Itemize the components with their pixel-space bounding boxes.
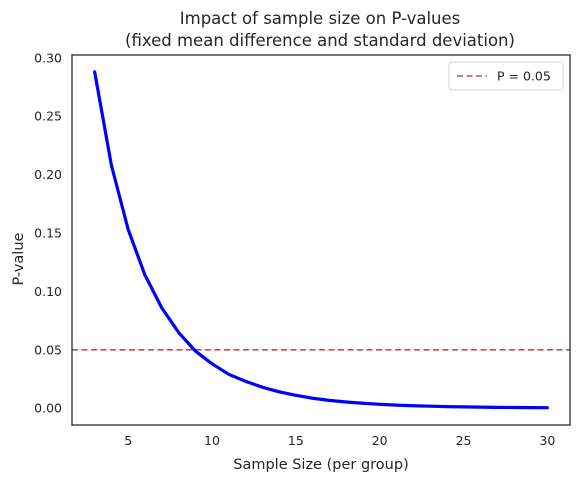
y-tick-label: 0.25 bbox=[34, 109, 62, 124]
y-tick-label: 0.30 bbox=[34, 50, 62, 65]
y-axis-label: P-value bbox=[11, 232, 27, 285]
y-tick-label: 0.05 bbox=[34, 342, 62, 357]
x-tick-label: 10 bbox=[204, 433, 220, 448]
x-tick-label: 30 bbox=[539, 433, 555, 448]
plot-area: 5 10 15 20 25 30 0.00 0.05 0.10 0.15 0.20 0.25 0.30 P… bbox=[34, 50, 571, 448]
x-tick-label: 15 bbox=[288, 433, 304, 448]
y-tick-label: 0.10 bbox=[34, 284, 62, 299]
x-tick-label: 25 bbox=[456, 433, 472, 448]
chart-title-line2: (fixed mean difference and standard devi… bbox=[125, 31, 515, 50]
axes-frame bbox=[71, 54, 571, 426]
series-line-0 bbox=[93, 70, 549, 410]
legend-label: P = 0.05 bbox=[497, 69, 551, 84]
legend-box bbox=[448, 61, 564, 91]
chart-title-line1: Impact of sample size on P-values bbox=[180, 9, 461, 28]
y-tick-label: 0.15 bbox=[34, 225, 62, 240]
x-tick-label: 20 bbox=[372, 433, 388, 448]
x-tick-label: 5 bbox=[124, 433, 132, 448]
x-axis-label: Sample Size (per group) bbox=[233, 457, 408, 473]
y-tick-label: 0.00 bbox=[34, 401, 62, 416]
y-tick-label: 0.20 bbox=[34, 167, 62, 182]
